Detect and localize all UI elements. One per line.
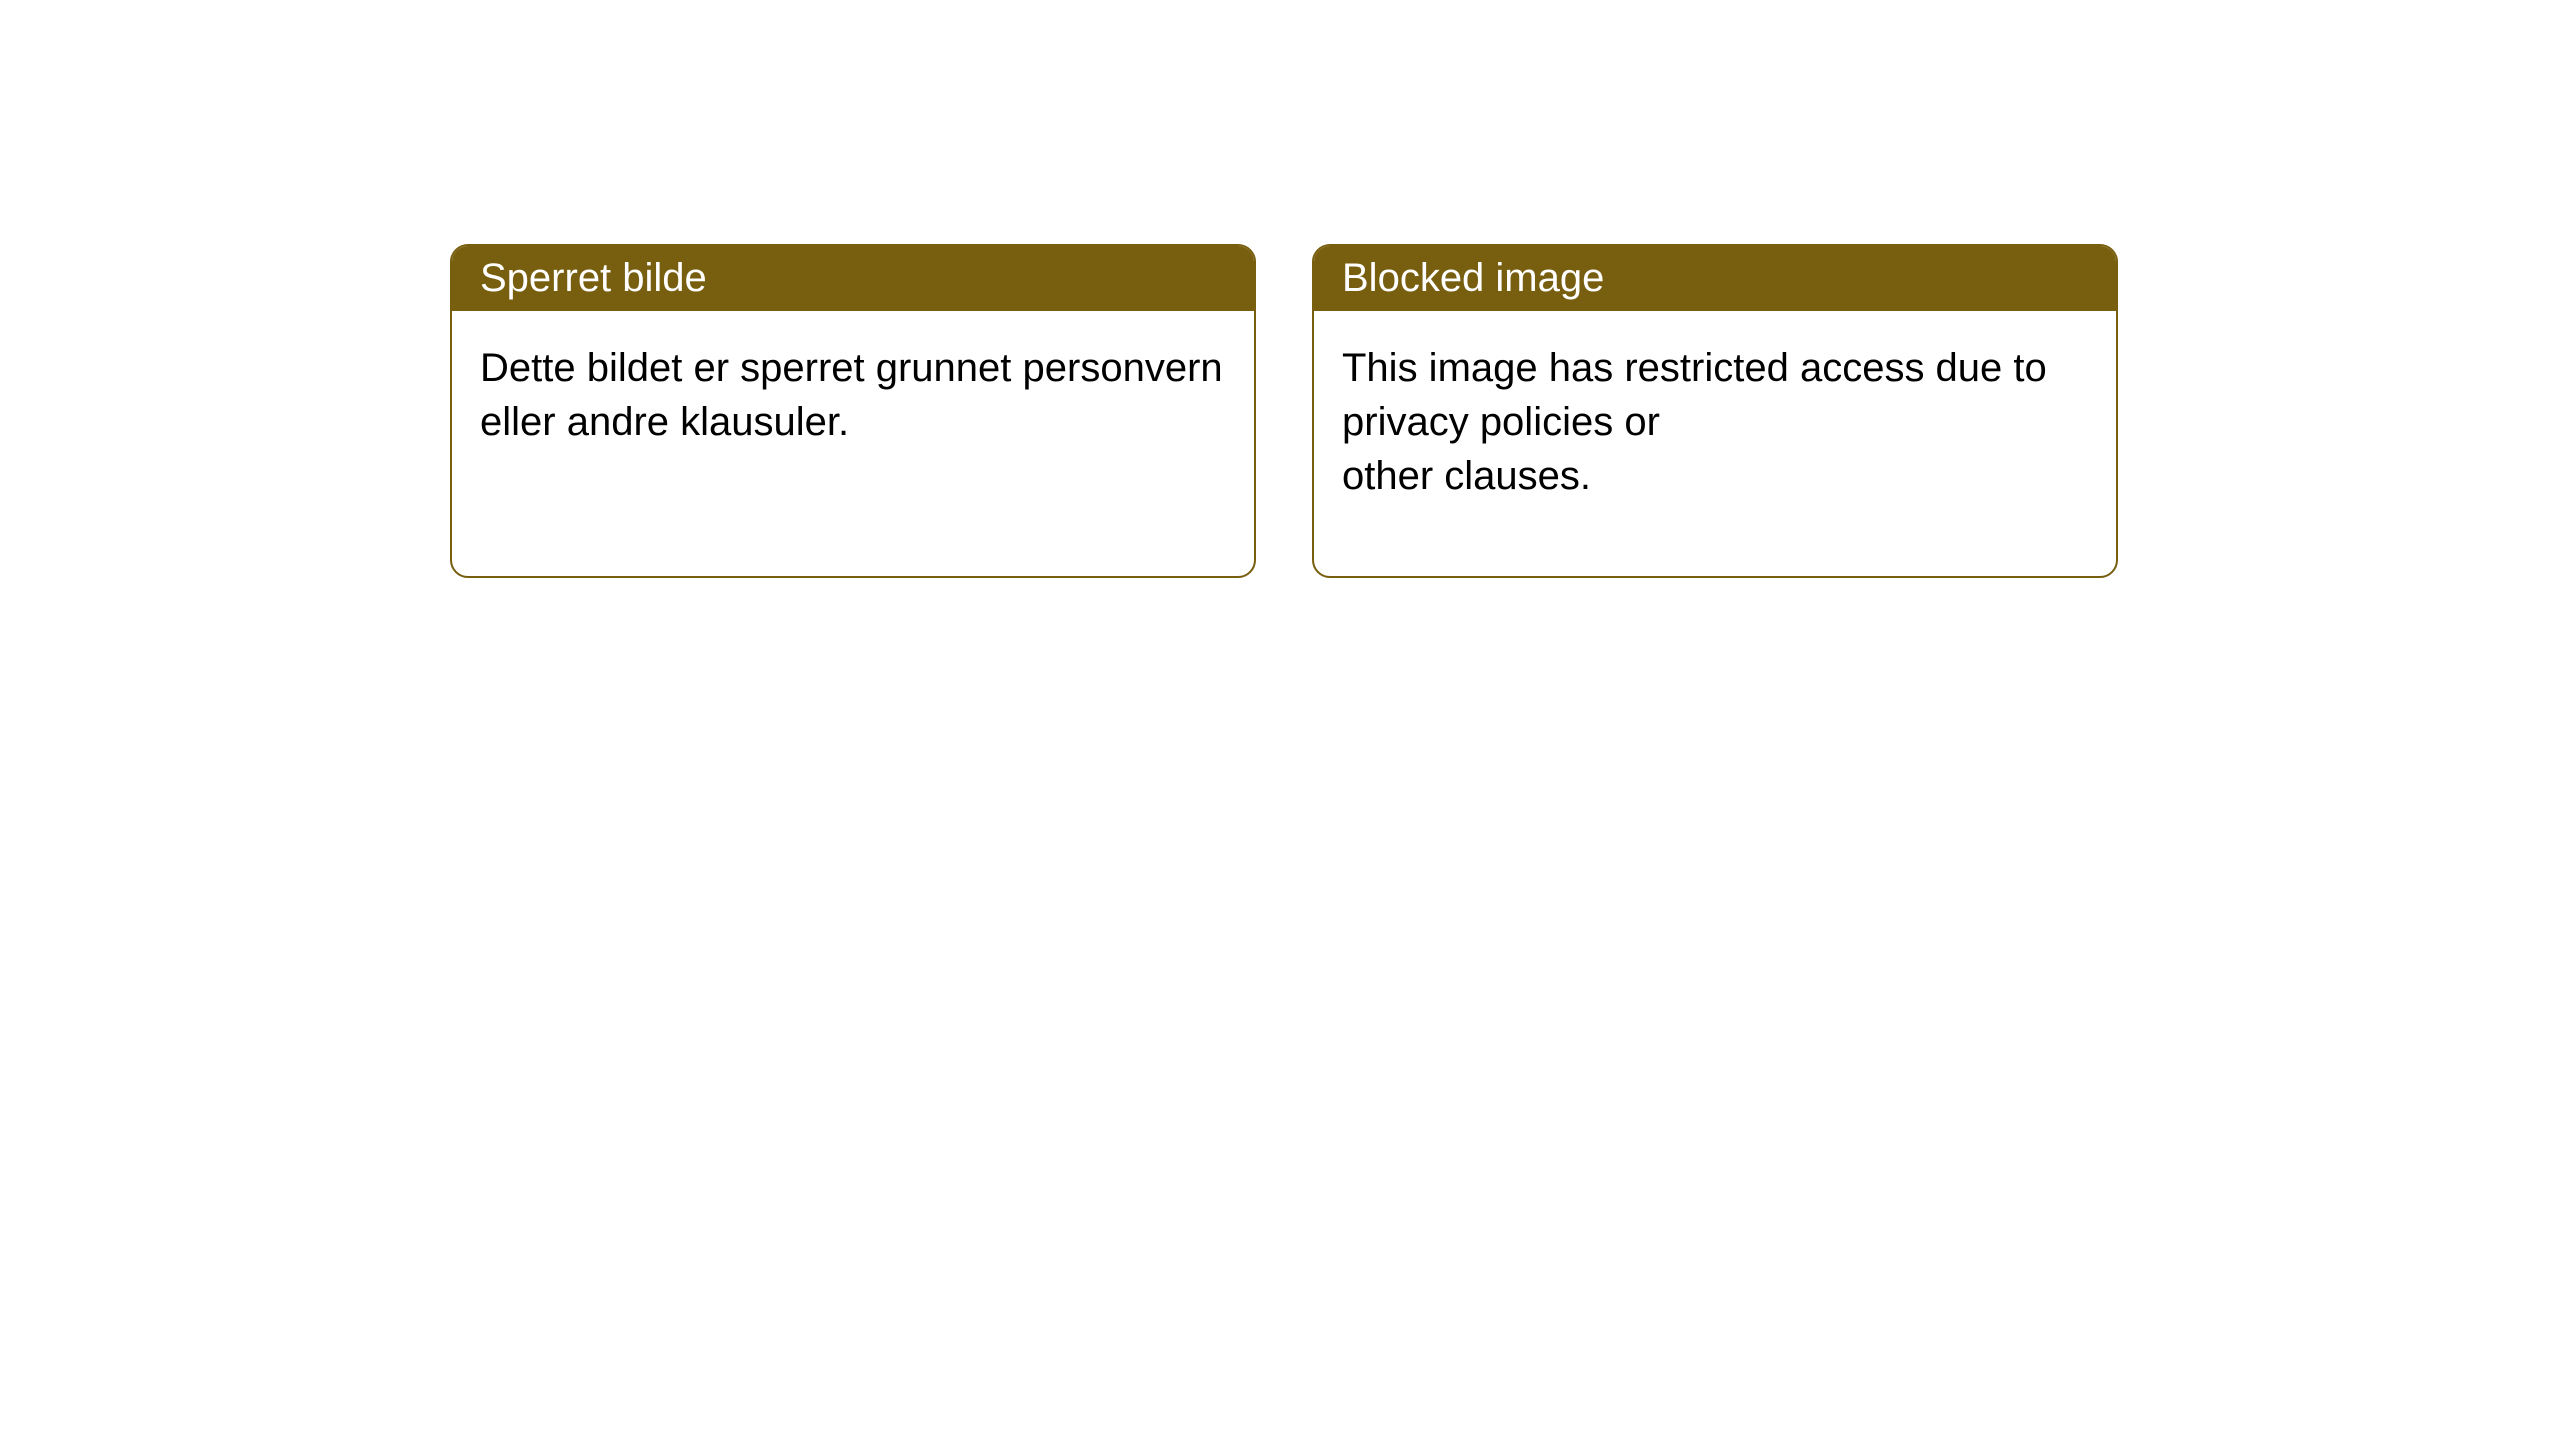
blocked-image-header-english: Blocked image: [1314, 246, 2116, 311]
blocked-image-notices: Sperret bilde Dette bildet er sperret gr…: [0, 0, 2560, 578]
blocked-image-body-norwegian: Dette bildet er sperret grunnet personve…: [452, 311, 1254, 479]
blocked-image-body-english: This image has restricted access due to …: [1314, 311, 2116, 533]
blocked-image-header-norwegian: Sperret bilde: [452, 246, 1254, 311]
blocked-image-card-norwegian: Sperret bilde Dette bildet er sperret gr…: [450, 244, 1256, 578]
blocked-image-card-english: Blocked image This image has restricted …: [1312, 244, 2118, 578]
